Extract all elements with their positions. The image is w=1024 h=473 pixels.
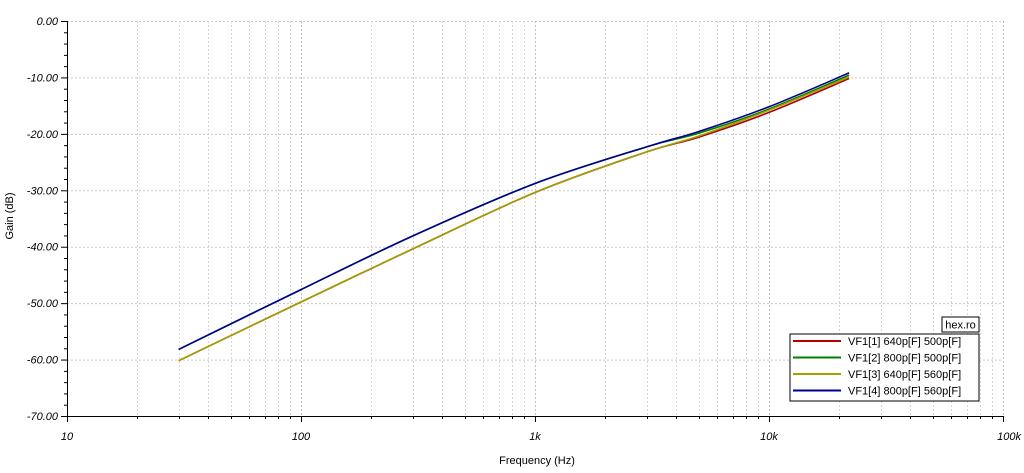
y-tick-label: -70.00 <box>27 411 59 423</box>
series-line-4 <box>178 72 850 351</box>
y-tick-label: -20.00 <box>27 129 59 141</box>
y-tick-label: -50.00 <box>27 298 59 310</box>
y-tick-label: -30.00 <box>27 185 59 197</box>
series-lines <box>178 72 850 362</box>
series-line-3 <box>178 76 850 362</box>
legend-label-2: VF1[2] 800p[F] 500p[F] <box>848 353 961 365</box>
y-axis-title: Gain (dB) <box>4 192 16 239</box>
legend-label-3: VF1[3] 640p[F] 560p[F] <box>848 369 961 381</box>
x-tick-label: 100 <box>292 431 311 443</box>
legend-label-4: VF1[4] 800p[F] 560p[F] <box>848 386 961 398</box>
y-tick-label: -60.00 <box>27 355 59 367</box>
x-tick-labels: 10 100 1k 10k 100k <box>61 431 1022 443</box>
x-axis-title: Frequency (Hz) <box>499 455 575 467</box>
x-tick-label: 10 <box>61 431 74 443</box>
y-tick-label: 0.00 <box>37 16 59 28</box>
legend-label-1: VF1[1] 640p[F] 500p[F] <box>848 336 961 348</box>
watermark-text: hex.ro <box>945 320 976 332</box>
tick-marks <box>61 21 1004 422</box>
y-tick-label: -40.00 <box>27 242 59 254</box>
series-line-1 <box>178 77 850 362</box>
series-line-2 <box>178 74 850 351</box>
x-tick-label: 10k <box>760 431 778 443</box>
legend: VF1[1] 640p[F] 500p[F] VF1[2] 800p[F] 500… <box>789 333 980 402</box>
y-tick-labels: 0.00 -10.00 -20.00 -30.00 -40.00 -50.00 -60.00… <box>27 16 59 423</box>
x-tick-label: 100k <box>997 431 1021 443</box>
y-tick-label: -10.00 <box>27 72 59 84</box>
x-tick-label: 1k <box>529 431 541 443</box>
watermark-badge: hex.ro <box>941 316 980 333</box>
